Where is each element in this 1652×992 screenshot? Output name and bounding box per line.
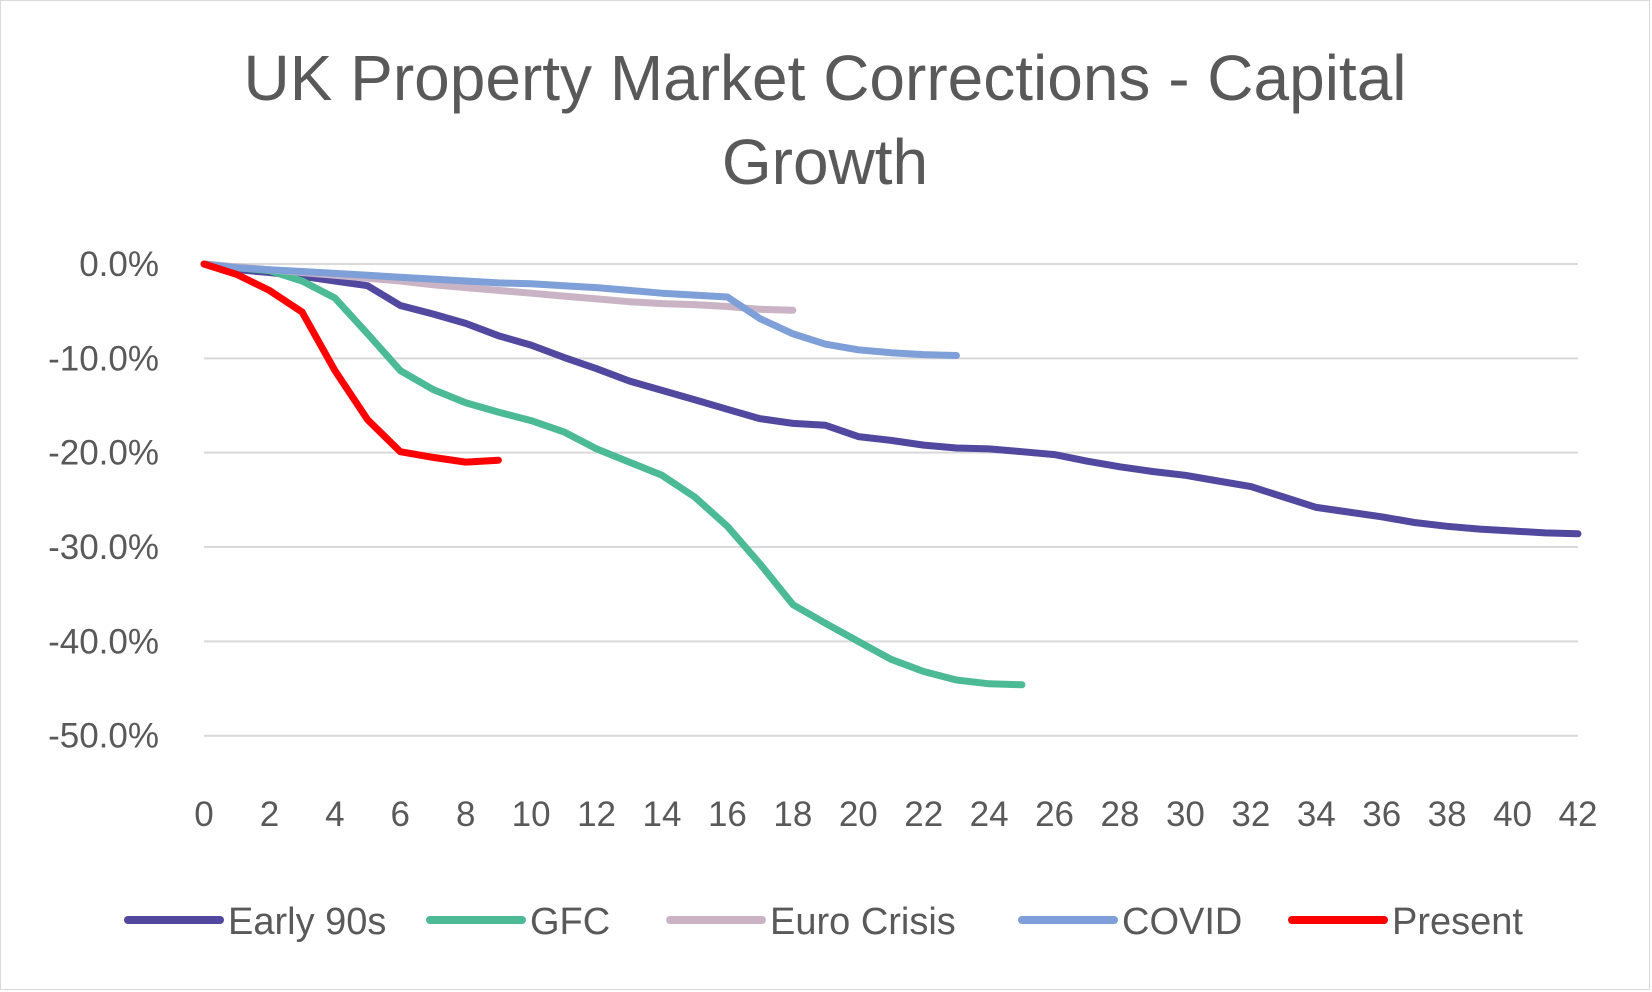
series-line-present [200,260,502,466]
x-tick-label: 30 [1166,795,1205,834]
x-tick-label: 34 [1297,795,1336,834]
y-axis-ticks: 0.0% -10.0% -20.0% -30.0% -40.0% -50.0% [48,245,159,756]
x-tick-label: 2 [260,795,279,834]
gridlines [204,263,1578,737]
x-tick-label: 32 [1231,795,1270,834]
y-tick-label: -10.0% [48,339,159,378]
x-tick-label: 24 [970,795,1009,834]
y-tick-label: -40.0% [48,622,159,661]
series-lines [200,260,1582,689]
x-tick-label: 26 [1035,795,1074,834]
legend-label: GFC [530,901,610,943]
legend-label: Early 90s [228,901,386,943]
x-tick-label: 20 [839,795,878,834]
x-tick-label: 6 [391,795,410,834]
y-tick-label: 0.0% [79,245,159,284]
y-tick-label: -30.0% [48,528,159,567]
x-tick-label: 40 [1493,795,1532,834]
x-tick-label: 22 [904,795,943,834]
y-tick-label: -50.0% [48,717,159,756]
x-tick-label: 14 [643,795,682,834]
chart-title: UK Property Market Corrections - Capital… [243,42,1407,198]
y-tick-label: -20.0% [48,434,159,473]
x-tick-label: 4 [325,795,344,834]
x-tick-label: 12 [577,795,616,834]
x-tick-label: 38 [1428,795,1467,834]
legend: Early 90s GFC Euro Crisis COVID Present [124,901,1523,943]
x-tick-label: 0 [194,795,213,834]
x-axis-ticks: 0 2 4 6 8 10 12 14 16 18 20 22 24 26 28 30 32 34 36 38 40 42 [194,795,1597,834]
legend-label: COVID [1122,901,1242,943]
series-line-gfc [200,260,1026,689]
x-tick-label: 10 [512,795,551,834]
legend-label: Euro Crisis [770,901,956,943]
x-tick-label: 8 [456,795,475,834]
series-line-early-90s [200,260,1582,538]
series-line-covid [200,260,960,359]
x-tick-label: 16 [708,795,747,834]
x-tick-label: 42 [1559,795,1598,834]
legend-label: Present [1392,901,1523,943]
x-tick-label: 36 [1362,795,1401,834]
x-tick-label: 28 [1101,795,1140,834]
x-tick-label: 18 [773,795,812,834]
